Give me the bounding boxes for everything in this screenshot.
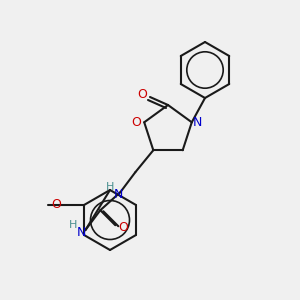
- Text: O: O: [137, 88, 147, 101]
- Text: H: H: [69, 220, 77, 230]
- Text: O: O: [51, 199, 61, 212]
- Text: N: N: [76, 226, 86, 239]
- Text: N: N: [193, 116, 203, 129]
- Text: N: N: [114, 188, 123, 201]
- Text: O: O: [131, 116, 141, 129]
- Text: O: O: [118, 221, 128, 234]
- Text: H: H: [106, 182, 115, 192]
